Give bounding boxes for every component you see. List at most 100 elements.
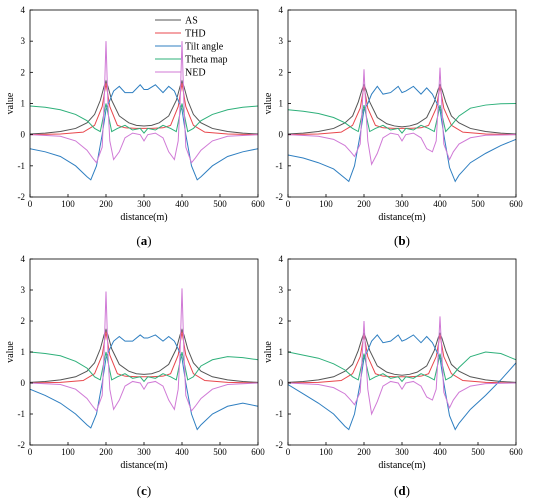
x-tick-label: 0 [286, 199, 291, 209]
y-tick-label: 2 [279, 316, 284, 326]
series-line-ned [288, 67, 516, 166]
x-tick-label: 100 [319, 199, 333, 209]
x-tick-label: 100 [61, 447, 75, 457]
x-axis-label: distance(m) [120, 212, 167, 223]
y-tick-label: 4 [279, 254, 284, 264]
x-tick-label: 0 [28, 447, 33, 457]
x-tick-label: 100 [61, 199, 75, 209]
y-axis-label: value [263, 341, 274, 363]
x-tick-label: 400 [433, 199, 447, 209]
chart-panel-d: 0 100 200 300 400 500 600 -2 -1 0 1 2 3 4 distance(m) v… [263, 254, 523, 498]
plot-frame [29, 9, 259, 198]
x-tick-label: 400 [175, 199, 189, 209]
y-tick-label: 1 [21, 347, 26, 357]
y-tick-label: 3 [279, 285, 284, 295]
series-line-as [288, 332, 516, 383]
series-line-ned [30, 41, 258, 164]
chart-panel-c: 0 100 200 300 400 500 600 -2 -1 0 1 2 3 4 distance(m) v… [5, 254, 265, 498]
x-tick-label: 500 [471, 199, 485, 209]
chart-panel-a: 0 100 200 300 400 500 600 -2 -1 0 1 2 3 4 distance(m) v… [5, 5, 265, 248]
y-tick-label: 4 [279, 5, 284, 15]
y-tick-label: 0 [21, 130, 26, 140]
y-tick-label: 0 [21, 378, 26, 388]
series-line-as [30, 79, 258, 135]
y-tick-label: -2 [276, 192, 284, 202]
series-line-ned [288, 316, 516, 416]
x-tick-label: 300 [395, 199, 409, 209]
x-tick-label: 600 [509, 199, 523, 209]
y-axis-label: value [263, 92, 274, 114]
x-tick-label: 600 [251, 199, 265, 209]
series-line-theta-map [288, 351, 516, 383]
y-tick-label: 1 [279, 347, 284, 357]
legend-label-ned: NED [185, 68, 206, 79]
y-tick-label: 4 [21, 254, 26, 264]
x-tick-label: 200 [99, 199, 113, 209]
series-line-tilt-angle [288, 85, 516, 183]
legend-label-tilt-angle: Tilt angle [185, 42, 224, 53]
x-tick-label: 200 [99, 447, 113, 457]
x-tick-label: 500 [213, 199, 227, 209]
y-tick-label: -1 [18, 409, 26, 419]
y-tick-label: 0 [279, 130, 284, 140]
y-tick-label: 3 [21, 36, 26, 46]
y-tick-label: -2 [276, 440, 284, 450]
panel-caption: (a) [136, 233, 151, 248]
x-tick-label: 100 [319, 447, 333, 457]
legend-label-as: AS [185, 16, 198, 27]
series-line-tilt-angle [30, 84, 258, 181]
x-tick-label: 300 [395, 447, 409, 457]
series-line-as [288, 83, 516, 135]
series-group [30, 288, 258, 431]
plot-frame [29, 258, 259, 446]
series-group [288, 316, 516, 431]
y-tick-label: -1 [18, 161, 26, 171]
x-tick-label: 0 [286, 447, 291, 457]
x-tick-label: 200 [357, 447, 371, 457]
x-tick-label: 500 [471, 447, 485, 457]
plot-frame [287, 258, 517, 446]
series-line-thd [30, 331, 258, 384]
y-tick-label: 3 [279, 36, 284, 46]
y-tick-label: 2 [279, 67, 284, 77]
series-line-as [30, 328, 258, 383]
legend: AS THD Tilt angle Theta map NED [155, 16, 227, 79]
series-line-ned [30, 288, 258, 412]
y-tick-label: 2 [21, 316, 26, 326]
y-axis-label: value [5, 341, 16, 363]
y-tick-label: 3 [21, 285, 26, 295]
chart-panel-b: 0 100 200 300 400 500 600 -2 -1 0 1 2 3 4 distance(m) v… [263, 5, 523, 248]
y-tick-label: 2 [21, 67, 26, 77]
panel-caption: (b) [394, 233, 410, 248]
series-line-thd [288, 334, 516, 384]
panel-caption: (d) [394, 483, 410, 498]
y-tick-label: 1 [21, 99, 26, 109]
x-axis-label: distance(m) [378, 212, 425, 223]
x-tick-label: 300 [137, 447, 151, 457]
x-tick-label: 300 [137, 199, 151, 209]
series-line-thd [30, 83, 258, 136]
y-axis-label: value [5, 92, 16, 114]
x-tick-label: 600 [251, 447, 265, 457]
series-line-tilt-angle [30, 334, 258, 431]
y-tick-label: -2 [18, 440, 26, 450]
y-tick-label: 1 [279, 99, 284, 109]
panel-caption: (c) [137, 483, 151, 498]
x-tick-label: 200 [357, 199, 371, 209]
y-tick-label: 4 [21, 5, 26, 15]
plot-frame [287, 9, 517, 198]
y-tick-label: -1 [276, 161, 284, 171]
x-tick-label: 600 [509, 447, 523, 457]
legend-label-thd: THD [185, 29, 206, 40]
legend-label-theta-map: Theta map [185, 55, 227, 66]
series-line-tilt-angle [288, 334, 516, 431]
x-tick-label: 400 [175, 447, 189, 457]
series-line-theta-map [30, 103, 258, 134]
series-line-theta-map [288, 103, 516, 134]
series-line-thd [288, 86, 516, 136]
series-group [30, 41, 258, 181]
x-tick-label: 400 [433, 447, 447, 457]
y-tick-label: -1 [276, 409, 284, 419]
x-axis-label: distance(m) [378, 460, 425, 471]
